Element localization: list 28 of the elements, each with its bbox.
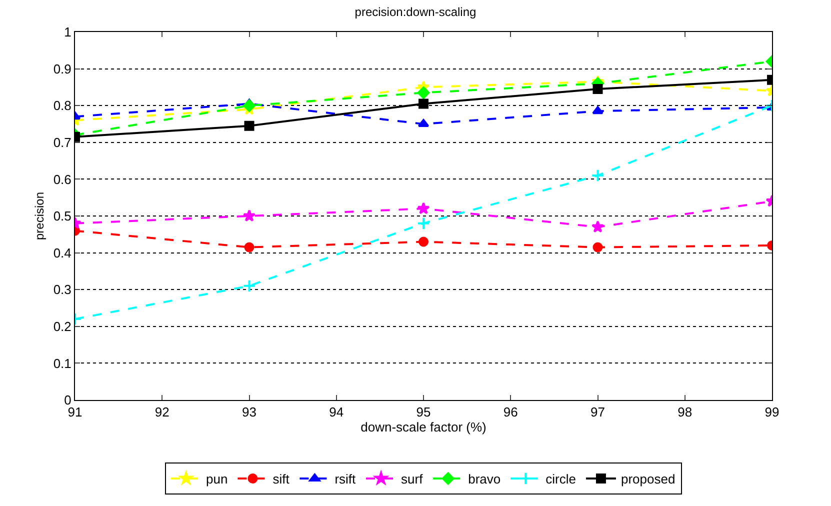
x-tick-label: 92 — [154, 404, 170, 420]
x-tick-label: 96 — [503, 404, 518, 420]
legend-label: circle — [546, 472, 576, 487]
legend-label: sift — [272, 472, 290, 487]
y-tick-label: 0.5 — [53, 208, 72, 224]
y-tick-label: 0.7 — [53, 134, 72, 150]
y-tick-label: 0.4 — [53, 245, 72, 260]
legend-label: proposed — [620, 472, 676, 487]
legend-label: pun — [206, 472, 228, 487]
x-tick-label: 99 — [764, 404, 780, 420]
legend-label: bravo — [468, 472, 501, 487]
y-tick-label: 0.1 — [53, 356, 72, 371]
y-tick-label: 0.6 — [53, 172, 72, 187]
y-tick-label: 1 — [64, 24, 72, 40]
x-tick-label: 95 — [416, 404, 431, 420]
y-tick-label: 0.9 — [53, 61, 72, 76]
x-tick-label: 93 — [242, 404, 256, 420]
x-axis-title: down-scale factor (%) — [360, 420, 486, 435]
legend-label: rsift — [334, 472, 356, 487]
y-axis-title: precision — [32, 192, 47, 240]
x-tick-label: 97 — [590, 404, 605, 420]
chart-title: precision:down-scaling — [354, 4, 476, 19]
y-tick-label: 0.2 — [53, 318, 72, 334]
x-tick-label: 94 — [329, 404, 344, 420]
y-tick-label: 0.3 — [53, 282, 72, 298]
legend-label: surf — [401, 472, 424, 487]
y-tick-label: 0.8 — [53, 98, 72, 114]
x-tick-label: 98 — [678, 404, 692, 420]
